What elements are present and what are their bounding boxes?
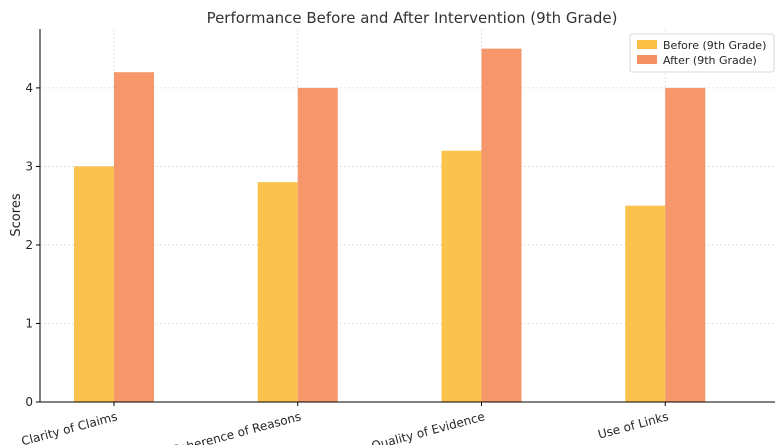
x-tick-label: Coherence of Reasons bbox=[170, 409, 303, 445]
legend: Before (9th Grade) After (9th Grade) bbox=[629, 33, 775, 73]
legend-swatch bbox=[637, 40, 657, 49]
bar-before-1 bbox=[74, 166, 114, 402]
bars bbox=[74, 48, 706, 402]
bar-after-4 bbox=[665, 87, 706, 402]
y-tick-label: 3 bbox=[25, 159, 33, 173]
bar-before-3 bbox=[441, 150, 482, 402]
bar-after-1 bbox=[114, 72, 154, 402]
bar-before-2 bbox=[257, 182, 298, 402]
legend-label: Before (9th Grade) bbox=[663, 39, 766, 52]
legend-box bbox=[629, 33, 775, 73]
bar-before-4 bbox=[625, 205, 666, 402]
legend-swatch bbox=[637, 55, 657, 64]
legend-label: After (9th Grade) bbox=[663, 54, 757, 67]
y-tick-label: 1 bbox=[25, 316, 33, 330]
x-tick-label: Clarity of Claims bbox=[20, 409, 119, 445]
x-tick-label: Use of Links bbox=[596, 409, 670, 441]
chart-title: Performance Before and After Interventio… bbox=[207, 9, 618, 27]
bar-after-3 bbox=[481, 48, 522, 402]
x-tick-label: Quality of Evidence bbox=[370, 409, 486, 445]
y-axis-label: Scores bbox=[9, 193, 24, 236]
y-tick-label: 0 bbox=[25, 395, 33, 409]
y-tick-label: 4 bbox=[25, 81, 33, 95]
bar-after-2 bbox=[297, 87, 338, 402]
y-tick-label: 2 bbox=[25, 238, 33, 252]
